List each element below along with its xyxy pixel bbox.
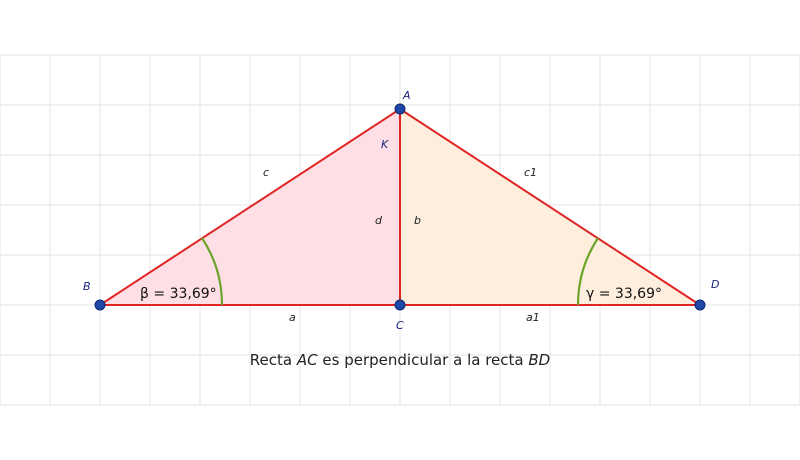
- point-b[interactable]: [94, 299, 106, 311]
- diagram-caption: Recta AC es perpendicular a la recta BD: [0, 351, 800, 369]
- label-point-k: K: [381, 138, 389, 151]
- label-point-a: A: [402, 89, 411, 102]
- caption-line-bd: BD: [528, 351, 551, 369]
- label-segment-a1: a1: [526, 311, 540, 324]
- angle-beta-arc: [201, 237, 224, 306]
- label-point-b: B: [83, 280, 91, 293]
- angle-gamma-arc: [576, 237, 599, 306]
- point-c[interactable]: [394, 299, 406, 311]
- label-segment-d: d: [375, 214, 383, 227]
- caption-text-2: es perpendicular a la recta: [317, 351, 529, 369]
- label-segment-c1: c1: [524, 166, 537, 179]
- label-point-d: D: [711, 278, 719, 291]
- point-a[interactable]: [394, 103, 406, 115]
- caption-text-1: Recta: [249, 351, 297, 369]
- segment-c: [99, 108, 401, 306]
- label-angle-gamma: γ = 33,69°: [586, 286, 662, 302]
- point-d[interactable]: [694, 299, 706, 311]
- label-point-c: C: [396, 319, 404, 332]
- caption-line-ac: AC: [296, 351, 318, 369]
- label-angle-beta: β = 33,69°: [140, 286, 217, 302]
- label-segment-b: b: [414, 214, 421, 227]
- label-segment-c: c: [263, 166, 269, 179]
- label-segment-a: a: [289, 311, 296, 324]
- segment-c1: [399, 108, 701, 306]
